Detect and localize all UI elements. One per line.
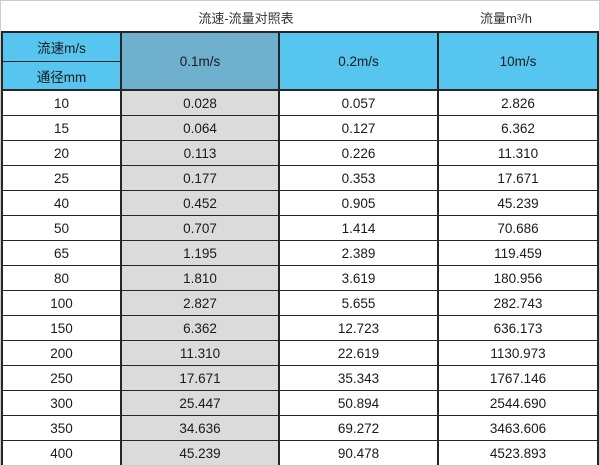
- table-row: 400 45.239 90.478 4523.893: [1, 440, 599, 465]
- flow-value-cell: 2.826: [437, 89, 599, 116]
- table-row: 300 25.447 50.894 2544.690: [1, 390, 599, 416]
- table-row: 50 0.707 1.414 70.686: [1, 215, 599, 241]
- flow-value-cell: 0.057: [278, 89, 439, 116]
- flow-value-cell: 180.956: [437, 265, 599, 291]
- table-row: 10 0.028 0.057 2.826: [1, 89, 599, 116]
- flow-value-cell: 5.655: [278, 290, 439, 316]
- flow-value-cell: 0.127: [278, 115, 439, 141]
- flow-value-cell: 17.671: [120, 365, 280, 391]
- flow-value-cell: 35.343: [278, 365, 439, 391]
- diameter-cell: 350: [1, 415, 122, 441]
- diameter-cell: 200: [1, 340, 122, 366]
- flow-value-cell: 1.195: [120, 240, 280, 266]
- flow-value-cell: 1767.146: [437, 365, 599, 391]
- table-row: 80 1.810 3.619 180.956: [1, 265, 599, 291]
- column-header-0-2ms: 0.2m/s: [278, 31, 439, 91]
- flow-value-cell: 0.064: [120, 115, 280, 141]
- flow-value-cell: 0.226: [278, 140, 439, 166]
- flow-value-cell: 0.353: [278, 165, 439, 191]
- flow-value-cell: 12.723: [278, 315, 439, 341]
- table-row: 250 17.671 35.343 1767.146: [1, 365, 599, 391]
- table-row: 350 34.636 69.272 3463.606: [1, 415, 599, 441]
- column-header-0-1ms: 0.1m/s: [120, 31, 280, 91]
- flow-value-cell: 22.619: [278, 340, 439, 366]
- column-header-10ms: 10m/s: [437, 31, 599, 91]
- flow-value-cell: 34.636: [120, 415, 280, 441]
- flow-value-cell: 1.414: [278, 215, 439, 241]
- header-row-top: 流速m/s 0.1m/s 0.2m/s 10m/s: [1, 31, 599, 91]
- flow-value-cell: 25.447: [120, 390, 280, 416]
- table-row: 40 0.452 0.905 45.239: [1, 190, 599, 216]
- flow-value-cell: 6.362: [120, 315, 280, 341]
- flow-value-cell: 282.743: [437, 290, 599, 316]
- table-header: 流速m/s 0.1m/s 0.2m/s 10m/s 通径mm: [1, 31, 599, 91]
- table-row: 65 1.195 2.389 119.459: [1, 240, 599, 266]
- diameter-cell: 65: [1, 240, 122, 266]
- flow-value-cell: 0.113: [120, 140, 280, 166]
- corner-diameter-label: 通径mm: [1, 61, 122, 91]
- table-row: 15 0.064 0.127 6.362: [1, 115, 599, 141]
- header-row-bottom: 通径mm: [1, 61, 598, 91]
- flow-rate-table: 流速m/s 0.1m/s 0.2m/s 10m/s 通径mm 10 0.028 0.…: [1, 31, 599, 465]
- flow-value-cell: 50.894: [278, 390, 439, 416]
- table-body: 10 0.028 0.057 2.826 15 0.064 0.127 6.362 20 0.11…: [1, 89, 599, 465]
- flow-value-cell: 17.671: [437, 165, 599, 191]
- page-title: 流速-流量对照表: [198, 11, 294, 26]
- flow-value-cell: 636.173: [437, 315, 599, 341]
- table-row: 100 2.827 5.655 282.743: [1, 290, 599, 316]
- flow-value-cell: 11.310: [437, 140, 599, 166]
- flow-value-cell: 2544.690: [437, 390, 599, 416]
- flow-value-cell: 3.619: [278, 265, 439, 291]
- flow-value-cell: 0.177: [120, 165, 280, 191]
- diameter-cell: 300: [1, 390, 122, 416]
- flow-value-cell: 3463.606: [437, 415, 599, 441]
- flow-value-cell: 2.389: [278, 240, 439, 266]
- flow-value-cell: 69.272: [278, 415, 439, 441]
- flow-value-cell: 45.239: [120, 440, 280, 465]
- flow-value-cell: 11.310: [120, 340, 280, 366]
- diameter-cell: 50: [1, 215, 122, 241]
- flow-unit-label: 流量m³/h: [479, 11, 533, 26]
- flow-value-cell: 90.478: [278, 440, 439, 465]
- diameter-cell: 20: [1, 140, 122, 166]
- flow-value-cell: 4523.893: [437, 440, 599, 465]
- diameter-cell: 40: [1, 190, 122, 216]
- flow-value-cell: 0.452: [120, 190, 280, 216]
- diameter-cell: 100: [1, 290, 122, 316]
- corner-velocity-label: 流速m/s: [1, 31, 122, 62]
- diameter-cell: 10: [1, 89, 122, 116]
- diameter-cell: 150: [1, 315, 122, 341]
- flow-value-cell: 0.905: [278, 190, 439, 216]
- diameter-cell: 80: [1, 265, 122, 291]
- flow-value-cell: 70.686: [437, 215, 599, 241]
- flow-value-cell: 2.827: [120, 290, 280, 316]
- flow-value-cell: 1.810: [120, 265, 280, 291]
- flow-value-cell: 119.459: [437, 240, 599, 266]
- flow-value-cell: 0.707: [120, 215, 280, 241]
- diameter-cell: 400: [1, 440, 122, 465]
- flow-value-cell: 45.239: [437, 190, 599, 216]
- flow-value-cell: 6.362: [437, 115, 599, 141]
- diameter-cell: 25: [1, 165, 122, 191]
- table-row: 200 11.310 22.619 1130.973: [1, 340, 599, 366]
- table-row: 20 0.113 0.226 11.310: [1, 140, 599, 166]
- diameter-cell: 250: [1, 365, 122, 391]
- flow-value-cell: 0.028: [120, 89, 280, 116]
- diameter-cell: 15: [1, 115, 122, 141]
- flow-value-cell: 1130.973: [437, 340, 599, 366]
- table-row: 150 6.362 12.723 636.173: [1, 315, 599, 341]
- table-row: 25 0.177 0.353 17.671: [1, 165, 599, 191]
